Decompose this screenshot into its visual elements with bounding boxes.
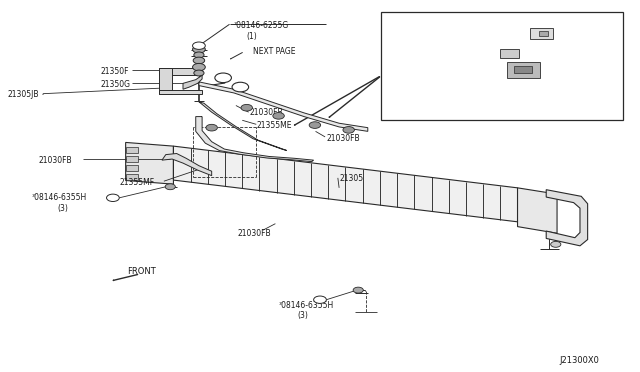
Circle shape: [241, 105, 252, 111]
Circle shape: [193, 63, 205, 71]
Text: B: B: [318, 297, 322, 302]
Text: 21355ME: 21355ME: [256, 121, 292, 129]
Circle shape: [232, 82, 248, 92]
Polygon shape: [518, 188, 557, 233]
Text: 21030FB: 21030FB: [394, 49, 426, 55]
Text: B: B: [238, 84, 243, 90]
Text: 21355MF: 21355MF: [119, 178, 154, 187]
Text: B: B: [197, 43, 201, 48]
PathPatch shape: [196, 116, 314, 161]
Text: 21030FB: 21030FB: [395, 49, 428, 55]
Text: 21030FB: 21030FB: [38, 155, 72, 165]
Text: ³08146-6355H: ³08146-6355H: [32, 193, 87, 202]
Circle shape: [550, 241, 561, 247]
Polygon shape: [531, 28, 552, 39]
Circle shape: [353, 287, 364, 293]
Bar: [381, 13, 623, 119]
Bar: [126, 147, 138, 153]
Text: 21350F: 21350F: [100, 67, 129, 76]
Circle shape: [215, 73, 232, 83]
PathPatch shape: [199, 102, 287, 151]
Circle shape: [106, 194, 119, 202]
Polygon shape: [173, 146, 518, 222]
Circle shape: [314, 296, 326, 304]
Polygon shape: [546, 190, 588, 246]
Text: J21300X0: J21300X0: [559, 356, 599, 365]
Circle shape: [165, 184, 175, 190]
Circle shape: [193, 42, 205, 49]
Polygon shape: [125, 142, 173, 184]
Text: ³08146-6355H: ³08146-6355H: [278, 301, 334, 311]
Text: 21030FB: 21030FB: [326, 134, 360, 142]
Text: FRONT: FRONT: [127, 267, 156, 276]
Polygon shape: [162, 154, 212, 176]
Text: 21030FB: 21030FB: [250, 108, 284, 117]
PathPatch shape: [199, 82, 368, 131]
Text: 21030FC: 21030FC: [395, 65, 428, 71]
Circle shape: [206, 124, 218, 131]
Polygon shape: [515, 66, 532, 73]
Text: A: A: [221, 75, 225, 81]
Text: 21305JB: 21305JB: [8, 90, 39, 99]
Polygon shape: [500, 49, 520, 58]
Polygon shape: [159, 90, 202, 94]
Bar: [126, 165, 138, 171]
Text: NEXT PAGE: NEXT PAGE: [253, 47, 296, 56]
Circle shape: [194, 52, 204, 58]
Circle shape: [194, 70, 204, 76]
Bar: [126, 156, 138, 162]
Text: (HOLDER): (HOLDER): [460, 27, 496, 33]
Text: (HOLDER): (HOLDER): [463, 27, 499, 33]
Bar: [126, 174, 138, 180]
Circle shape: [273, 112, 284, 119]
Text: 21350G: 21350G: [100, 80, 130, 89]
Polygon shape: [159, 68, 172, 94]
Text: (3): (3): [298, 311, 308, 320]
Text: 21305: 21305: [339, 174, 364, 183]
Polygon shape: [539, 31, 548, 36]
Circle shape: [309, 122, 321, 128]
Polygon shape: [507, 62, 540, 78]
Text: 21030FB: 21030FB: [237, 229, 271, 238]
Circle shape: [193, 46, 205, 53]
Text: (3): (3): [58, 204, 68, 214]
Text: ³08146-6255G: ³08146-6255G: [234, 21, 289, 30]
Circle shape: [193, 57, 205, 64]
Circle shape: [343, 126, 355, 133]
Text: B: B: [111, 195, 115, 200]
Polygon shape: [159, 68, 202, 75]
Polygon shape: [183, 75, 202, 89]
Text: 21030FC: 21030FC: [394, 67, 426, 73]
Text: (1): (1): [246, 32, 257, 41]
